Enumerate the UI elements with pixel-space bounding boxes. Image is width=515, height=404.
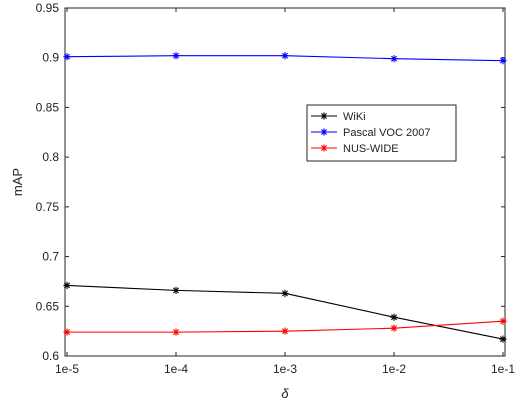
legend-label: WiKi <box>343 111 366 123</box>
data-point-marker <box>499 317 507 325</box>
legend-item: WiKi <box>311 111 366 123</box>
y-axis-label: mAP <box>10 168 25 196</box>
y-tick-label: 0.8 <box>42 150 59 164</box>
x-tick-label: 1e-5 <box>55 362 79 376</box>
x-axis-label: δ <box>281 386 289 401</box>
legend-box <box>306 104 457 162</box>
series-layer <box>63 52 507 343</box>
plot-area <box>64 7 506 357</box>
y-tick-label: 0.6 <box>42 349 59 363</box>
data-point-marker <box>63 281 71 290</box>
y-tick-label: 0.75 <box>36 200 60 214</box>
x-tick-label: 1e-2 <box>382 362 406 376</box>
data-point-marker <box>63 328 71 336</box>
legend-marker <box>320 128 328 136</box>
data-point-marker <box>172 52 180 60</box>
legend-item: NUS-WIDE <box>311 143 399 155</box>
x-tick-label: 1e-1 <box>491 362 515 376</box>
y-tick-label: 0.85 <box>36 100 60 114</box>
data-point-marker <box>281 289 289 297</box>
x-tick-label: 1e-3 <box>273 362 297 376</box>
legend-marker <box>320 112 328 120</box>
legend-item: Pascal VOC 2007 <box>311 127 430 139</box>
y-tick-label: 0.95 <box>36 1 60 15</box>
x-tick-label: 1e-4 <box>164 362 188 376</box>
x-axis-ticks: 1e-5 1e-4 1e-3 1e-2 1e-1 <box>55 8 515 376</box>
legend-marker <box>320 144 328 152</box>
y-tick-label: 0.7 <box>42 250 59 264</box>
data-point-marker <box>281 327 289 335</box>
series-0 <box>63 281 507 343</box>
data-point-marker <box>499 57 507 65</box>
legend: WiKi Pascal VOC 2007 NUS-WIDE <box>306 104 457 162</box>
data-point-marker <box>390 324 398 332</box>
data-point-marker <box>390 55 398 63</box>
legend-label: Pascal VOC 2007 <box>343 127 430 139</box>
data-point-marker <box>281 52 289 60</box>
legend-label: NUS-WIDE <box>343 143 399 155</box>
data-point-marker <box>172 328 180 336</box>
y-tick-label: 0.9 <box>42 51 59 65</box>
data-point-marker <box>63 53 71 61</box>
series-1 <box>63 52 507 65</box>
data-point-marker <box>172 286 180 294</box>
data-point-marker <box>499 335 507 343</box>
series-2 <box>63 317 507 336</box>
y-tick-label: 0.65 <box>36 299 60 313</box>
data-point-marker <box>390 313 398 321</box>
